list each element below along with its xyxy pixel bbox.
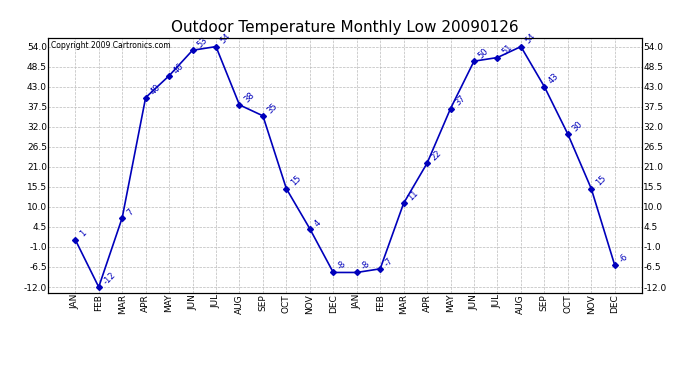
Title: Outdoor Temperature Monthly Low 20090126: Outdoor Temperature Monthly Low 20090126 bbox=[171, 20, 519, 35]
Text: 46: 46 bbox=[172, 61, 186, 75]
Text: -7: -7 bbox=[383, 256, 395, 268]
Text: 50: 50 bbox=[477, 46, 491, 60]
Text: 54: 54 bbox=[524, 32, 538, 46]
Text: 4: 4 bbox=[313, 218, 323, 228]
Text: -8: -8 bbox=[336, 260, 348, 272]
Text: 11: 11 bbox=[406, 189, 420, 202]
Text: Copyright 2009 Cartronics.com: Copyright 2009 Cartronics.com bbox=[51, 41, 171, 50]
Text: 54: 54 bbox=[219, 32, 233, 46]
Text: 38: 38 bbox=[242, 90, 256, 104]
Text: 40: 40 bbox=[148, 83, 162, 97]
Text: 30: 30 bbox=[571, 119, 584, 133]
Text: -12: -12 bbox=[101, 270, 117, 286]
Text: 1: 1 bbox=[78, 229, 88, 239]
Text: -6: -6 bbox=[618, 252, 630, 264]
Text: 35: 35 bbox=[266, 101, 279, 115]
Text: 15: 15 bbox=[289, 174, 303, 188]
Text: 53: 53 bbox=[195, 36, 209, 50]
Text: 15: 15 bbox=[594, 174, 608, 188]
Text: 37: 37 bbox=[453, 94, 467, 108]
Text: 43: 43 bbox=[547, 72, 561, 86]
Text: 7: 7 bbox=[125, 207, 135, 217]
Text: 22: 22 bbox=[430, 148, 444, 162]
Text: 51: 51 bbox=[500, 43, 514, 57]
Text: -8: -8 bbox=[359, 260, 372, 272]
